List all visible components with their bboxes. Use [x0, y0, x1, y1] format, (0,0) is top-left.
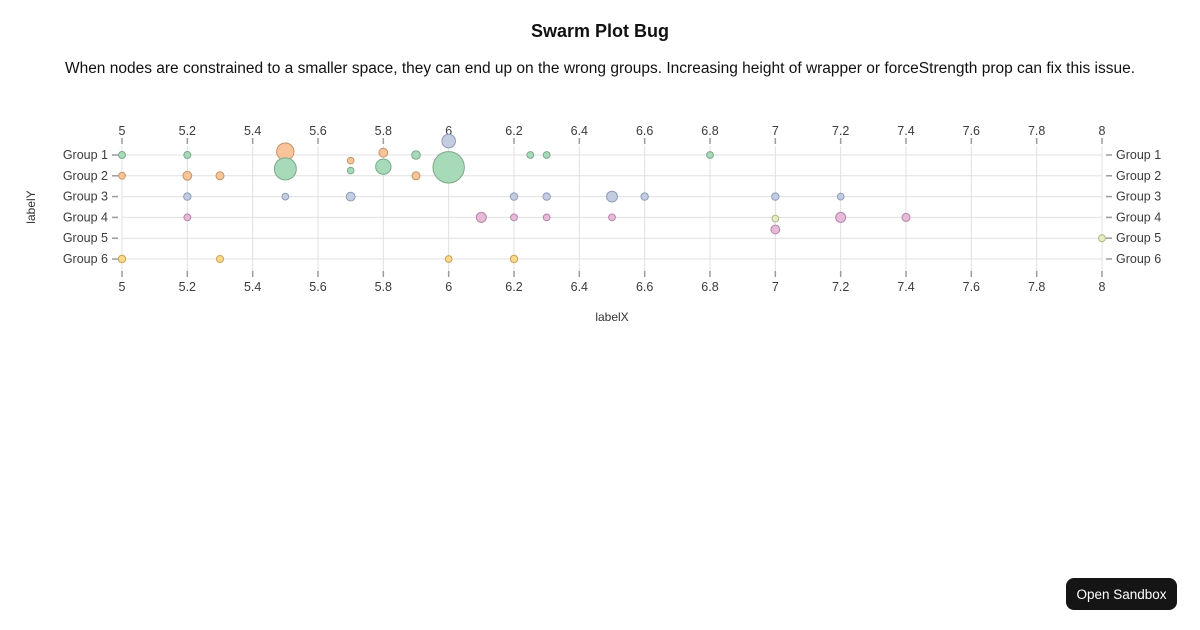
swarm-node[interactable]	[346, 166, 355, 175]
swarm-node[interactable]	[706, 151, 714, 159]
swarm-node[interactable]	[432, 151, 465, 184]
page-title: Swarm Plot Bug	[530, 21, 669, 41]
swarm-node[interactable]	[273, 157, 297, 181]
top-tick-label: 7.4	[897, 124, 914, 138]
bottom-tick-label: 6.6	[636, 280, 653, 294]
top-tick-label: 7.8	[1028, 124, 1045, 138]
swarm-node[interactable]	[509, 192, 519, 201]
top-tick-label: 6.2	[505, 124, 522, 138]
swarm-plot-chart: Group 1 Group 1 Group 2 Group 2 Group 3 Group…	[24, 124, 1161, 324]
group-label-right: Group 5	[1116, 231, 1161, 245]
swarm-node[interactable]	[640, 192, 649, 201]
bottom-tick-label: 5.6	[309, 280, 326, 294]
x-axis-label: labelX	[595, 310, 628, 324]
top-tick-label: 7	[772, 124, 779, 138]
swarm-node[interactable]	[411, 171, 421, 181]
group-label-left: Group 5	[63, 231, 108, 245]
swarm-node[interactable]	[835, 211, 847, 223]
swarm-node[interactable]	[118, 171, 126, 180]
group-label-right: Group 4	[1116, 210, 1161, 224]
swarm-node[interactable]	[542, 151, 551, 159]
bottom-tick-label: 5.8	[375, 280, 392, 294]
group-label-left: Group 3	[63, 190, 108, 204]
bottom-tick-label: 6	[445, 280, 452, 294]
top-tick-label: 6.8	[701, 124, 718, 138]
swarm-node[interactable]	[542, 192, 551, 201]
swarm-node[interactable]	[608, 213, 616, 222]
group-label-left: Group 2	[63, 169, 108, 183]
swarm-node[interactable]	[346, 156, 355, 165]
swarm-node[interactable]	[510, 213, 518, 222]
bottom-tick-label: 7.8	[1028, 280, 1045, 294]
swarm-node[interactable]	[183, 151, 192, 159]
swarm-node[interactable]	[901, 212, 911, 222]
top-tick-label: 7.2	[832, 124, 849, 138]
bottom-tick-label: 8	[1099, 280, 1106, 294]
top-tick-label: 8	[1099, 124, 1106, 138]
top-tick-label: 5.2	[179, 124, 196, 138]
bottom-tick-label: 7.2	[832, 280, 849, 294]
swarm-node[interactable]	[509, 254, 519, 264]
group-label-right: Group 6	[1116, 252, 1161, 266]
swarm-node[interactable]	[118, 151, 126, 159]
top-tick-label: 6	[445, 124, 452, 138]
swarm-node[interactable]	[771, 214, 780, 223]
top-tick-label: 6.6	[636, 124, 653, 138]
bottom-tick-label: 7	[772, 280, 779, 294]
swarm-node[interactable]	[441, 133, 456, 149]
swarm-node[interactable]	[345, 191, 356, 202]
bottom-tick-label: 5.2	[179, 280, 196, 294]
top-tick-label: 7.6	[963, 124, 980, 138]
swarm-node[interactable]	[526, 151, 535, 159]
bottom-tick-label: 5	[119, 280, 126, 294]
top-tick-label: 5.8	[375, 124, 392, 138]
swarm-node[interactable]	[215, 171, 225, 181]
swarm-node[interactable]	[770, 224, 781, 235]
group-label-right: Group 2	[1116, 169, 1161, 183]
swarm-node[interactable]	[771, 192, 780, 201]
swarm-node[interactable]	[182, 170, 193, 181]
top-tick-label: 5.6	[309, 124, 326, 138]
swarm-node[interactable]	[216, 255, 224, 263]
swarm-node[interactable]	[281, 192, 290, 201]
swarm-node[interactable]	[411, 150, 421, 160]
group-label-left: Group 4	[63, 210, 108, 224]
bottom-tick-label: 6.8	[701, 280, 718, 294]
swarm-node[interactable]	[836, 192, 845, 201]
swarm-node[interactable]	[183, 192, 192, 201]
swarm-node[interactable]	[117, 254, 127, 264]
open-sandbox-button[interactable]: Open Sandbox	[1066, 578, 1177, 610]
swarm-node[interactable]	[1098, 234, 1106, 243]
group-label-left: Group 1	[63, 148, 108, 162]
bottom-tick-label: 5.4	[244, 280, 261, 294]
swarm-node[interactable]	[542, 213, 551, 222]
top-tick-label: 6.4	[571, 124, 588, 138]
bottom-tick-label: 7.4	[897, 280, 914, 294]
bottom-tick-label: 6.2	[505, 280, 522, 294]
bottom-tick-label: 6.4	[571, 280, 588, 294]
swarm-node[interactable]	[444, 255, 453, 263]
bottom-tick-label: 7.6	[963, 280, 980, 294]
top-tick-label: 5.4	[244, 124, 261, 138]
swarm-node[interactable]	[183, 213, 192, 222]
swarm-node[interactable]	[375, 158, 392, 175]
swarm-node[interactable]	[378, 147, 389, 158]
top-tick-label: 5	[119, 124, 126, 138]
group-label-right: Group 1	[1116, 148, 1161, 162]
swarm-node[interactable]	[475, 211, 487, 223]
swarm-node[interactable]	[606, 190, 618, 203]
page-subtitle: When nodes are constrained to a smaller …	[64, 60, 1136, 77]
y-axis-label: labelY	[24, 190, 38, 223]
group-label-right: Group 3	[1116, 190, 1161, 204]
group-label-left: Group 6	[63, 252, 108, 266]
